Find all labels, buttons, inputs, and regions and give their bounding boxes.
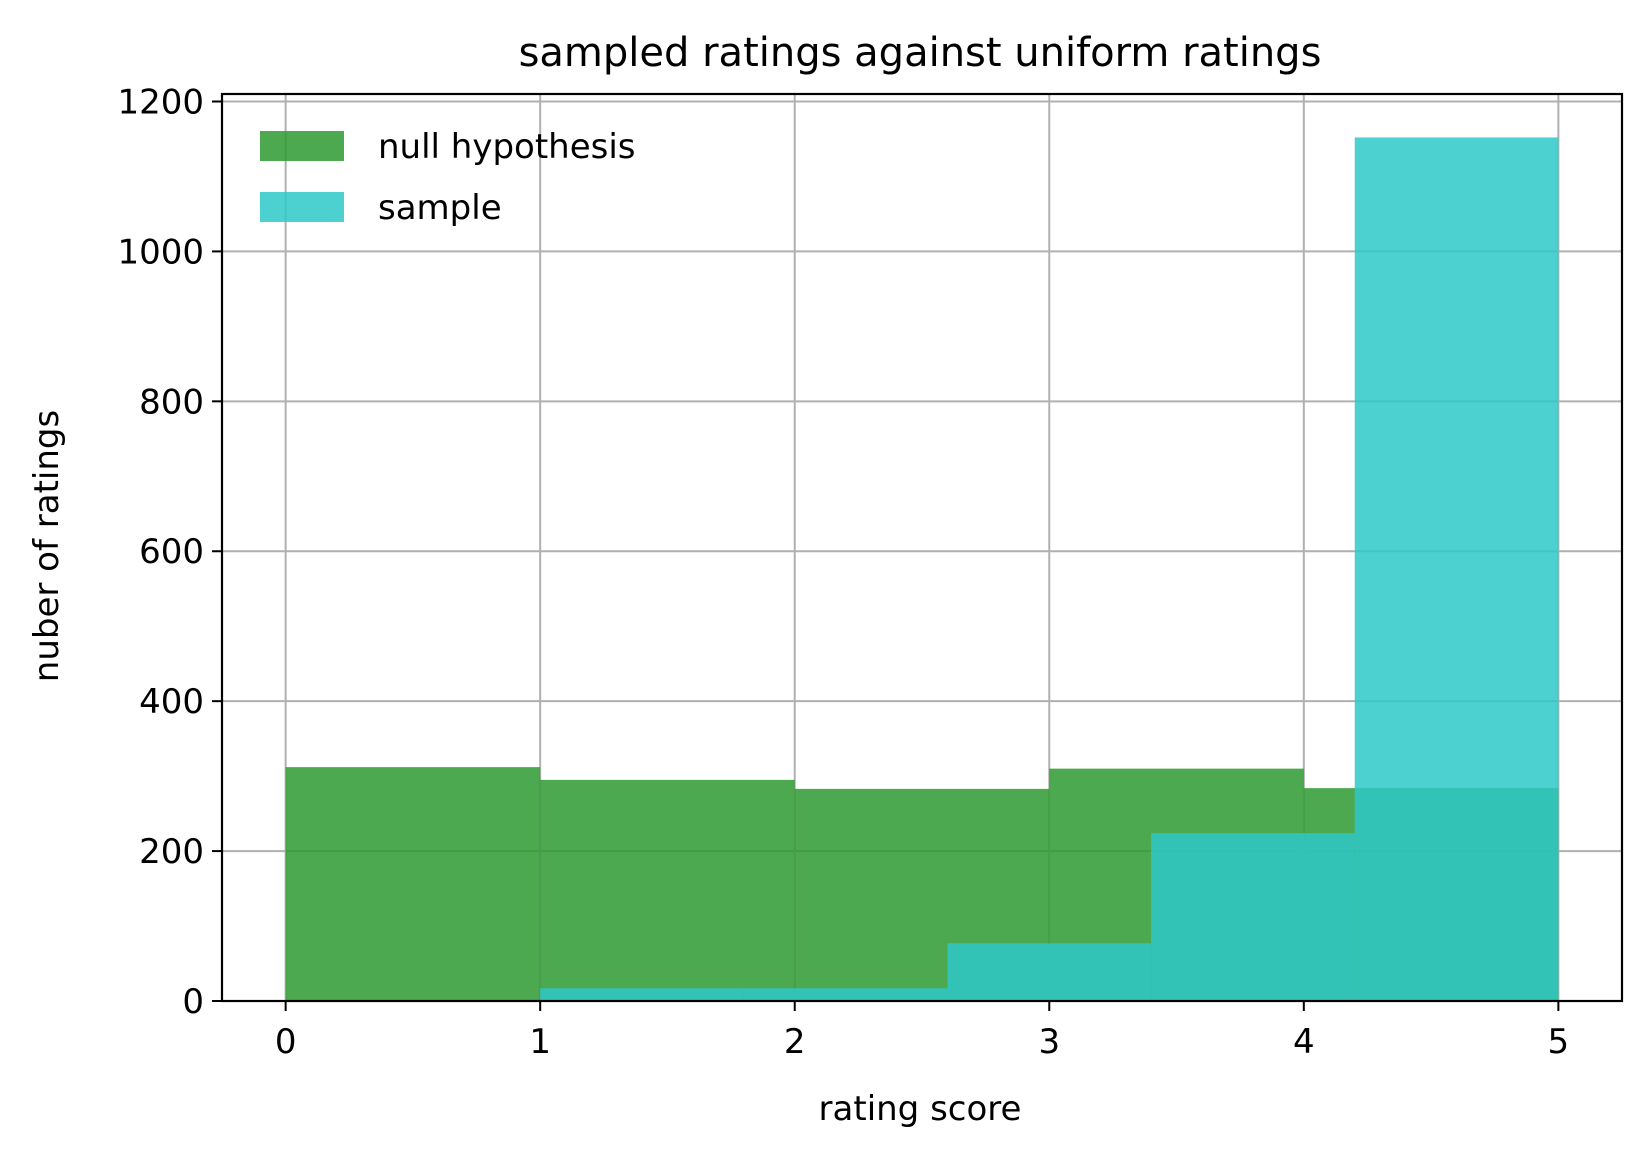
y-axis-label: nuber of ratings: [27, 410, 67, 682]
plot-frame: [220, 92, 1624, 1003]
bar-sample-4: [1354, 137, 1559, 1002]
y-tick-label: 1200: [117, 82, 204, 122]
y-tick-label: 800: [139, 382, 204, 422]
bar-sample-0: [540, 988, 744, 1001]
bars: [285, 137, 1559, 1002]
legend-swatch-null-hypothesis: [260, 131, 344, 161]
y-tick-label: 0: [182, 982, 204, 1022]
y-tick-label: 600: [139, 532, 204, 572]
bar-sample-2: [947, 943, 1152, 1001]
legend: null hypothesis sample: [260, 127, 636, 228]
legend-label-null-hypothesis: null hypothesis: [378, 127, 636, 167]
y-tick-label: 200: [139, 832, 204, 872]
y-tick-label: 1000: [117, 232, 204, 272]
bar-null-hypothesis-1: [540, 779, 795, 1001]
axes: 0 1 2 3 4 5 0 200 400 600 800 1000 1200: [117, 82, 1624, 1062]
x-tick-label: 4: [1293, 1022, 1315, 1062]
x-tick-label: 3: [1038, 1022, 1060, 1062]
x-axis-label: rating score: [819, 1089, 1022, 1129]
bar-null-hypothesis-0: [285, 767, 541, 1001]
legend-swatch-sample: [260, 192, 344, 222]
legend-label-sample: sample: [378, 188, 502, 228]
x-tick-label: 2: [784, 1022, 806, 1062]
bar-sample-3: [1151, 833, 1355, 1001]
x-tick-label: 1: [529, 1022, 551, 1062]
y-tick-label: 400: [139, 682, 204, 722]
x-tick-label: 0: [275, 1022, 297, 1062]
chart-title: sampled ratings against uniform ratings: [519, 30, 1322, 76]
x-tick-label: 5: [1548, 1022, 1570, 1062]
bar-sample-1: [743, 988, 948, 1001]
